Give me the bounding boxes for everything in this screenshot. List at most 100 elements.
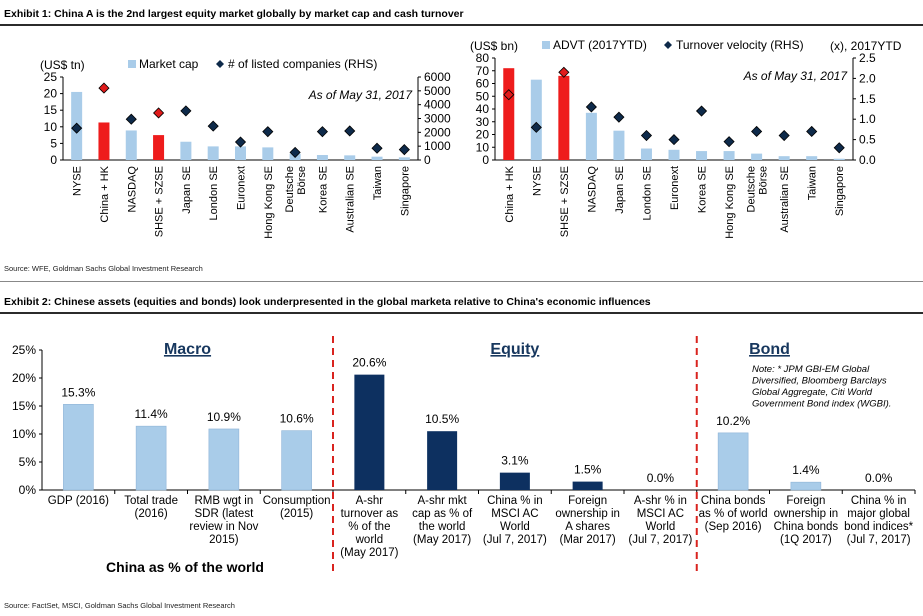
y-tick-label: 25% [12,343,36,357]
right-tick-label: 1.5 [859,92,876,106]
data-label: 10.2% [716,414,750,428]
category-label: Total trade (2016) [124,495,178,520]
data-label: 1.5% [574,463,602,477]
exhibit1-top-rule [0,24,923,26]
right-tick-label: 5000 [424,84,451,98]
bar [207,146,219,160]
diamond-marker [344,125,356,137]
data-label: 1.4% [792,463,820,477]
right-tick-label: 0.0 [859,153,876,167]
left-tick-label: 40 [476,102,490,116]
category-label: DeutscheBörse [746,166,770,212]
left-tick-label: 20 [44,87,58,101]
right-units: (x), 2017YTD [830,39,902,53]
china-share-chart: 0% 5% 10% 15% 20% 25% 15.3% GDP (2016) 11.4% Tota… [12,336,916,576]
diamond-marker [234,136,247,148]
exhibit2-source: Source: FactSet, MSCI, Goldman Sachs Glo… [4,601,235,610]
bar [398,157,410,160]
diamond-marker [751,125,763,138]
left-tick-label: 25 [44,70,58,84]
bar [806,156,818,160]
bar [696,151,708,160]
bar [427,431,458,490]
left-tick-label: 70 [476,64,490,78]
category-label: Foreign ownership in A shares (Mar 2017) [555,495,620,546]
left-tick-label: 20 [476,128,490,142]
category-label: NYSE [72,166,84,196]
exhibit2-title: Exhibit 2: Chinese assets (equities and … [4,296,651,308]
diamond-marker [503,89,515,101]
bar [98,122,110,160]
diamond-marker [778,129,790,142]
bar [63,404,94,491]
category-label: GDP (2016) [48,495,109,507]
category-label: Hong Kong SE [263,166,275,239]
category-label: China % in MSCI AC World (Jul 7, 2017) [483,495,547,546]
category-label: A-shr turnover as% of the world (May 2017) [340,495,398,559]
category-label: China + HK [99,165,111,222]
data-label: 10.9% [207,410,241,424]
right-tick-label: 2.0 [859,71,876,85]
right-tick-label: 6000 [424,70,451,84]
left-units: (US$ tn) [40,58,85,72]
left-tick-label: 0 [50,153,57,167]
diamond-marker [613,111,625,123]
category-label: SHSE + SZSE [154,166,166,237]
y-tick-label: 15% [12,399,36,413]
diamond-marker [316,126,328,138]
diamond-marker [530,121,542,133]
bar [354,374,385,490]
left-tick-label: 10 [476,140,490,154]
section-title: Equity [490,341,539,358]
left-tick-label: 50 [476,89,490,103]
legend-bar-label: ADVT (2017YTD) [553,38,647,52]
category-label: Hong Kong SE [724,166,736,239]
category-label: London SE [208,166,220,220]
bar [585,112,597,160]
section-title: Bond [749,341,790,358]
left-tick-label: 0 [482,153,489,167]
right-tick-label: 1.0 [859,112,876,126]
section-title: Macro [164,341,211,358]
diamond-marker [723,136,735,148]
data-label: 15.3% [61,385,95,399]
diamond-marker [125,113,137,125]
diamond-marker [98,82,110,94]
category-label: Singapore [399,166,411,216]
diamond-marker [668,134,680,146]
y-tick-label: 20% [12,371,36,385]
data-label: 10.5% [425,412,459,426]
category-label: Australian SE [345,166,357,233]
category-label: NYSE [531,166,543,196]
left-units: (US$ bn) [470,39,518,53]
as-of-annotation: As of May 31, 2017 [308,88,414,102]
bar [530,79,542,160]
bar [751,153,763,160]
exhibit1-source: Source: WFE, Goldman Sachs Global Invest… [4,264,203,273]
category-label: NASDAQ [126,166,138,213]
category-label: RMB wgt in SDR (latest review in Nov 2015) [189,495,258,546]
bar [503,68,515,160]
category-label: China bonds as % of world (Sep 2016) [699,495,768,533]
left-tick-label: 5 [50,136,57,150]
bar [135,425,167,491]
data-label: 20.6% [352,356,386,370]
category-label: London SE [641,166,653,220]
category-label: Japan SE [181,166,193,214]
bar [723,151,735,160]
legend-diamond-swatch [664,41,672,49]
bar [262,147,274,160]
bar [344,155,356,160]
data-label: 3.1% [501,454,529,468]
diamond-marker [585,101,597,113]
as-of-annotation: As of May 31, 2017 [743,69,849,83]
category-label: NASDAQ [586,166,598,213]
diamond-marker [695,105,708,117]
exhibit2-top-rule [0,312,923,314]
diamond-marker [833,142,845,154]
bar [316,155,328,160]
left-tick-label: 10 [44,120,58,134]
data-label: 0.0% [865,471,893,485]
